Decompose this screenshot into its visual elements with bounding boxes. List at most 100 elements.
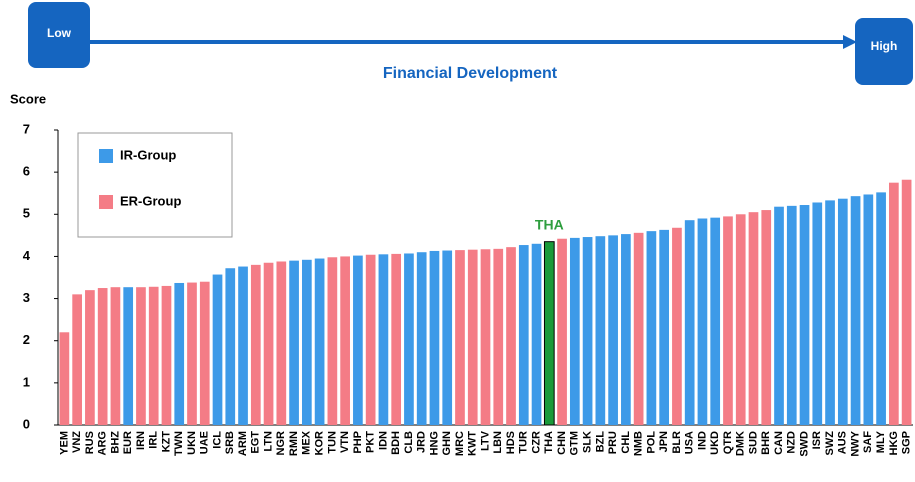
legend-label: ER-Group (120, 193, 181, 208)
x-tick-label: AUS (837, 431, 849, 454)
bar (442, 250, 453, 425)
bar (799, 205, 810, 425)
bar (480, 249, 491, 425)
legend-swatch (99, 149, 113, 163)
x-tick-label: LBN (492, 431, 504, 454)
bar (289, 260, 299, 425)
y-tick-label: 1 (23, 374, 30, 389)
high-label: High (871, 39, 898, 53)
bar (327, 257, 338, 425)
x-tick-label: NZD (786, 431, 798, 454)
y-tick-label: 2 (23, 332, 30, 347)
bar (761, 210, 772, 425)
legend-label: IR-Group (120, 147, 176, 162)
bar (199, 281, 210, 425)
y-tick-label: 6 (23, 164, 30, 179)
bar (506, 247, 516, 425)
bar (697, 218, 708, 425)
y-tick-label: 0 (23, 416, 30, 431)
x-tick-label: PRU (607, 431, 619, 454)
bar (850, 196, 861, 425)
x-tick-label: CZR (530, 431, 542, 454)
x-tick-label: MEX (301, 430, 313, 455)
x-tick-label: SWZ (824, 431, 836, 456)
x-tick-label: UKD (709, 431, 721, 455)
x-tick-label: HKG (888, 431, 900, 455)
x-tick-label: TUN (326, 431, 338, 454)
x-tick-label: CLB (403, 431, 415, 454)
x-tick-label: DMK (735, 431, 747, 456)
bar (901, 179, 912, 425)
x-tick-label: MRC (454, 431, 466, 456)
bar (263, 262, 274, 425)
x-tick-label: SAF (862, 431, 874, 453)
legend-swatch (99, 195, 113, 209)
x-tick-label: HDS (505, 431, 517, 454)
bar (684, 220, 695, 425)
bar (123, 287, 134, 425)
x-tick-label: IRL (148, 431, 160, 449)
bar (531, 243, 542, 425)
bar (876, 192, 886, 425)
bar (723, 216, 733, 425)
bar (557, 238, 567, 425)
bar (314, 258, 325, 425)
x-tick-label: NWY (849, 430, 861, 456)
bar (608, 235, 618, 425)
bar (416, 252, 427, 425)
x-tick-label: KWT (467, 431, 479, 456)
x-tick-label: JPN (658, 431, 670, 452)
x-tick-label: SLK (581, 431, 593, 453)
x-tick-label: KOR (314, 431, 326, 456)
bar (569, 237, 580, 425)
bar (174, 282, 185, 425)
bar (889, 182, 899, 425)
bar (72, 294, 82, 425)
x-tick-label: BHR (760, 431, 772, 455)
x-tick-label: IND (696, 431, 708, 450)
bar (659, 229, 670, 425)
bar (391, 253, 402, 425)
bar (748, 212, 759, 425)
x-tick-label: GTM (569, 431, 581, 455)
x-tick-label: UAE (199, 431, 211, 454)
x-tick-label: VTN (339, 431, 351, 453)
bar (455, 250, 465, 425)
bar (148, 286, 159, 425)
bar (353, 255, 363, 425)
low-box (28, 2, 90, 68)
bar (59, 332, 70, 425)
bar (187, 282, 197, 425)
caption: Financial Development (383, 65, 558, 82)
bar (85, 290, 95, 425)
y-tick-label: 5 (23, 206, 30, 221)
x-tick-label: THA (543, 431, 555, 454)
x-tick-label: NGR (275, 431, 287, 456)
x-tick-label: CAN (773, 431, 785, 455)
x-tick-label: RMN (288, 431, 300, 456)
x-tick-label: LTV (479, 430, 491, 451)
x-tick-label: PKT (365, 431, 377, 453)
x-tick-label: ISR (811, 431, 823, 449)
x-tick-label: EGT (250, 431, 262, 454)
bar (621, 234, 631, 425)
bar (97, 288, 108, 425)
bar (429, 250, 440, 425)
x-tick-label: BHZ (109, 431, 121, 454)
y-tick-label: 7 (23, 121, 30, 136)
x-tick-label: BDH (390, 431, 402, 455)
x-tick-label: TUR (518, 431, 530, 454)
y-tick-label: 4 (23, 248, 31, 263)
high-box (855, 18, 913, 85)
x-tick-label: YEM (58, 431, 70, 455)
bar (863, 194, 874, 425)
x-tick-label: ARG (97, 431, 109, 455)
x-tick-label: ARM (237, 431, 249, 456)
bar (301, 259, 312, 425)
x-tick-label: SGP (901, 431, 913, 454)
bar (238, 266, 248, 425)
x-tick-label: QTR (722, 431, 734, 454)
x-tick-label: USA (684, 431, 696, 454)
x-tick-label: RUS (84, 431, 96, 454)
bar (340, 256, 350, 425)
